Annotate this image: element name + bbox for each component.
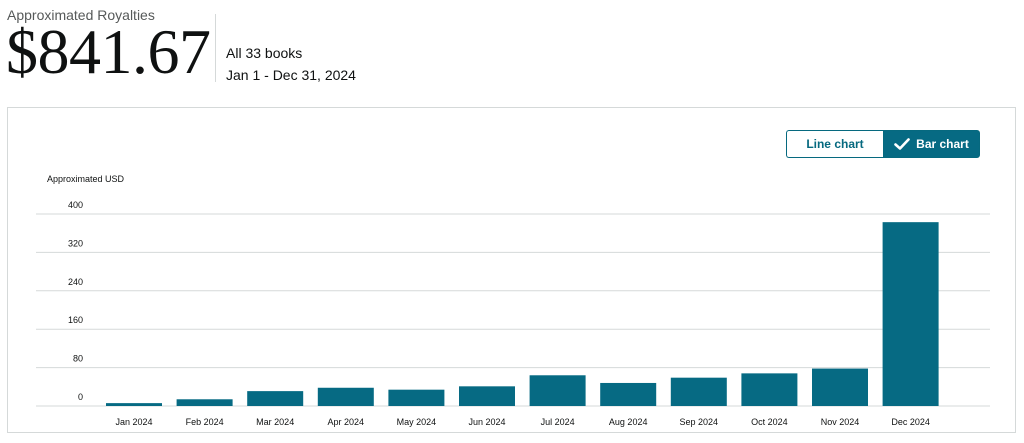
bar xyxy=(176,399,233,406)
bar xyxy=(317,387,374,406)
x-tick-label: Aug 2024 xyxy=(609,417,648,427)
royalty-summary: Approximated Royalties $841.67 All 33 bo… xyxy=(0,0,1024,100)
line-chart-button-label: Line chart xyxy=(806,137,864,151)
y-tick-label: 80 xyxy=(73,354,83,364)
x-tick-label: Sep 2024 xyxy=(680,417,719,427)
x-tick-label: Dec 2024 xyxy=(891,417,930,427)
x-tick-label: May 2024 xyxy=(397,417,437,427)
bar xyxy=(670,377,727,406)
bar-chart-button[interactable]: Bar chart xyxy=(883,130,980,158)
check-icon xyxy=(894,138,910,150)
bar xyxy=(882,222,939,406)
bar xyxy=(247,391,304,406)
x-tick-label: Jul 2024 xyxy=(541,417,575,427)
bar xyxy=(106,403,162,406)
x-tick-label: Nov 2024 xyxy=(821,417,860,427)
y-axis-label: Approximated USD xyxy=(47,174,125,184)
books-filter-label: All 33 books xyxy=(226,45,303,61)
x-tick-label: Jun 2024 xyxy=(468,417,505,427)
x-tick-label: Feb 2024 xyxy=(186,417,224,427)
summary-label: Approximated Royalties xyxy=(7,7,155,23)
date-range-label: Jan 1 - Dec 31, 2024 xyxy=(226,67,356,83)
bar-chart-button-label: Bar chart xyxy=(916,137,969,151)
x-tick-label: Jan 2024 xyxy=(115,417,152,427)
bar xyxy=(388,389,445,406)
line-chart-button[interactable]: Line chart xyxy=(786,130,883,158)
summary-divider xyxy=(215,14,216,82)
chart-card: Approximated USD 0 80 160 240 320 400 Jan 2024 F… xyxy=(7,107,1016,433)
bar xyxy=(529,375,586,406)
royalty-amount: $841.67 xyxy=(6,16,211,87)
bar xyxy=(812,368,868,406)
y-tick-label: 400 xyxy=(68,200,83,210)
bar xyxy=(459,386,515,406)
bar xyxy=(741,373,798,406)
y-tick-label: 240 xyxy=(68,277,83,287)
x-tick-label: Mar 2024 xyxy=(256,417,294,427)
bar xyxy=(600,382,657,406)
x-tick-label: Oct 2024 xyxy=(751,417,788,427)
y-tick-label: 160 xyxy=(68,315,83,325)
chart-type-toggle: Line chart Bar chart xyxy=(786,130,980,160)
royalties-bar-chart: Approximated USD 0 80 160 240 320 400 Jan 2024 F… xyxy=(36,174,990,427)
y-tick-label: 0 xyxy=(78,392,83,402)
y-tick-label: 320 xyxy=(68,238,83,248)
x-tick-label: Apr 2024 xyxy=(328,417,365,427)
